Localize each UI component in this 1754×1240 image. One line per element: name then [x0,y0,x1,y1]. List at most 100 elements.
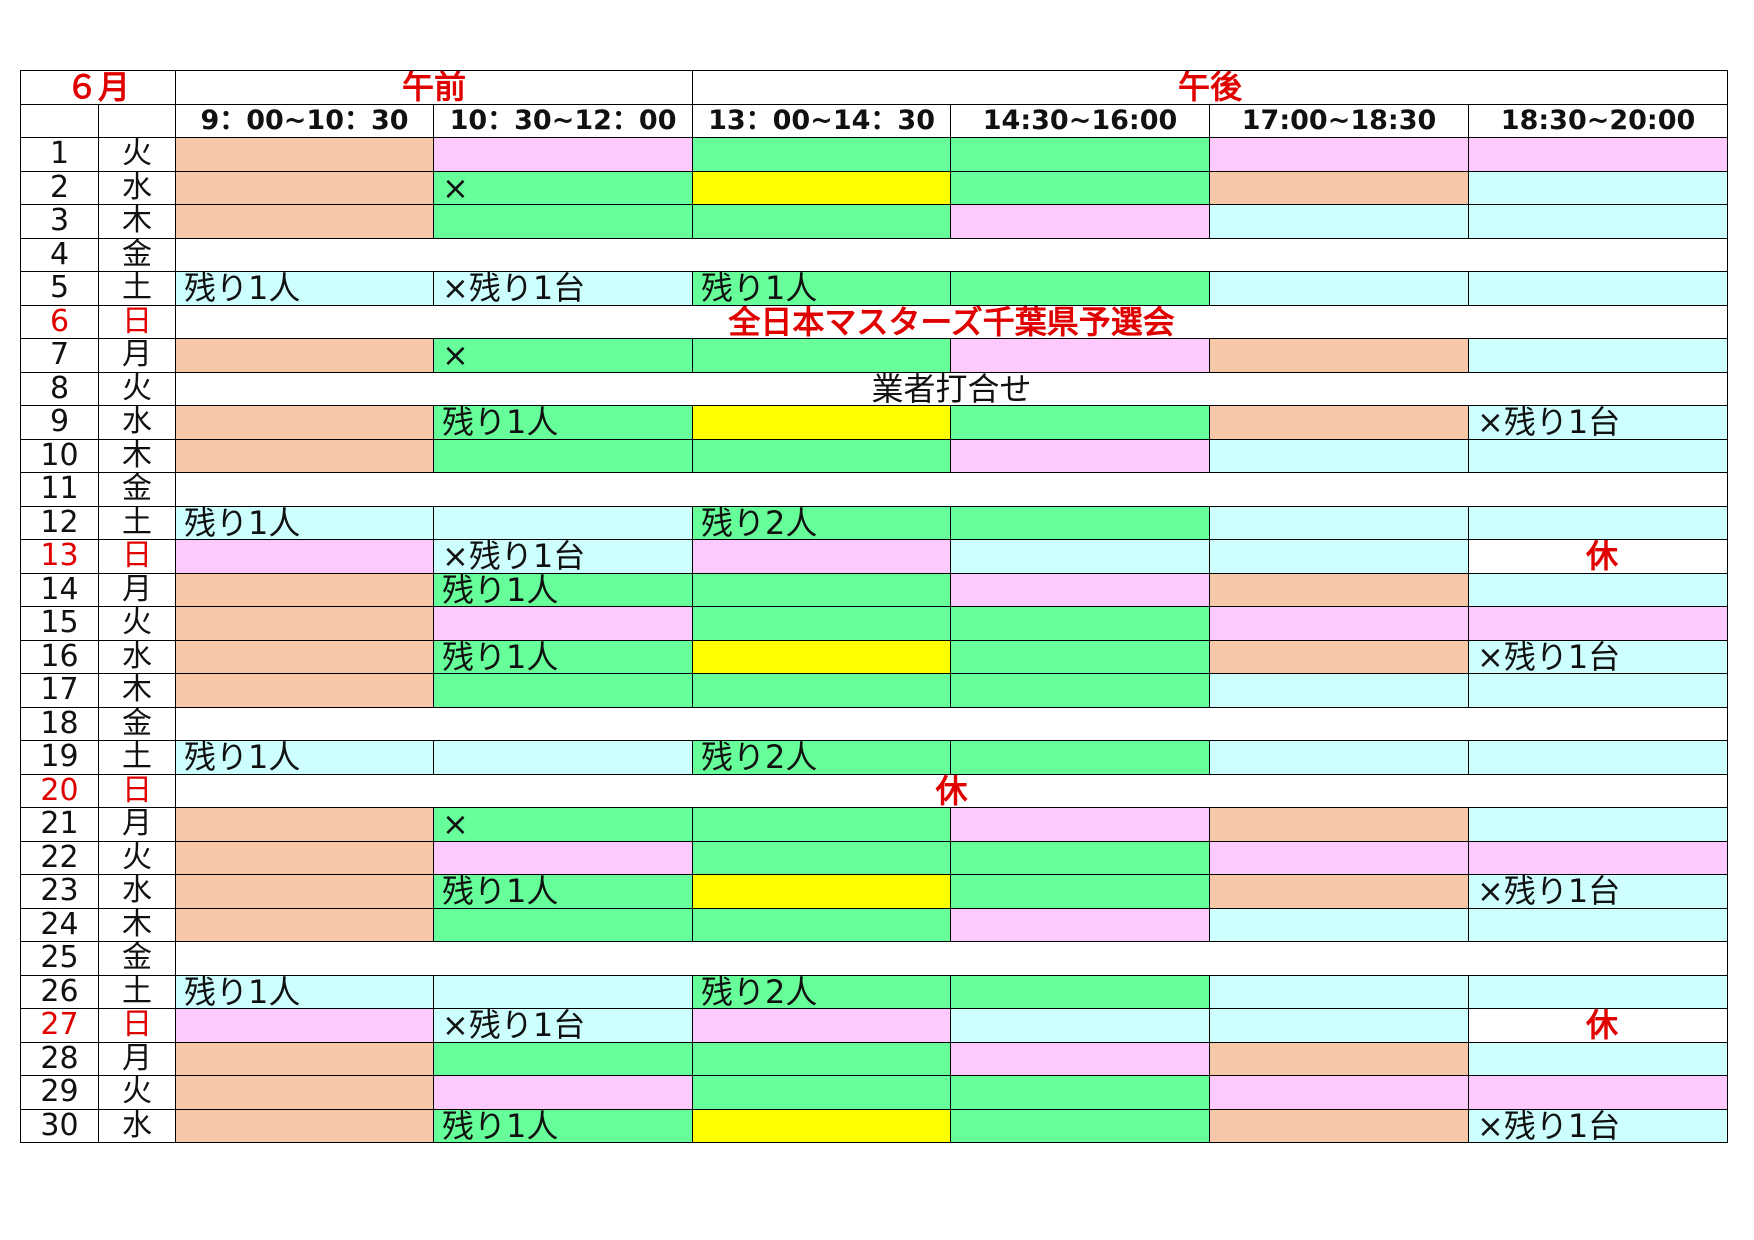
slot-cell[interactable] [1209,137,1470,172]
slot-cell[interactable]: ×残り1台 [433,271,694,306]
slot-cell[interactable] [433,438,694,473]
slot-cell[interactable]: 残り1人 [433,639,694,674]
slot-cell[interactable] [1209,438,1470,473]
slot-cell[interactable] [1209,1108,1470,1143]
slot-cell[interactable] [1468,673,1729,708]
slot-cell[interactable]: 休 [1468,539,1729,574]
slot-cell[interactable] [692,1041,952,1076]
slot-cell[interactable]: 残り1人 [175,271,435,306]
slot-cell[interactable] [175,907,435,942]
slot-cell[interactable] [175,807,435,842]
slot-cell[interactable] [950,974,1211,1009]
slot-cell[interactable] [1468,338,1729,373]
slot-cell[interactable] [1209,1075,1470,1110]
slot-cell[interactable] [433,974,694,1009]
slot-cell[interactable]: × [433,338,694,373]
slot-cell[interactable]: 残り2人 [692,974,952,1009]
slot-cell[interactable] [1209,505,1470,540]
slot-cell[interactable] [1468,204,1729,239]
slot-cell[interactable] [175,170,435,205]
slot-cell[interactable] [692,673,952,708]
slot-cell[interactable] [950,606,1211,641]
slot-cell[interactable] [433,137,694,172]
slot-cell[interactable] [692,840,952,875]
slot-cell[interactable] [175,639,435,674]
slot-cell[interactable] [950,840,1211,875]
slot-cell[interactable]: 残り2人 [692,740,952,775]
slot-cell[interactable] [175,572,435,607]
slot-cell[interactable] [1209,840,1470,875]
slot-cell[interactable] [433,204,694,239]
slot-cell[interactable]: 残り1人 [175,974,435,1009]
slot-cell[interactable] [950,572,1211,607]
slot-cell[interactable] [1468,137,1729,172]
slot-cell[interactable] [175,673,435,708]
slot-cell[interactable] [1468,271,1729,306]
slot-cell[interactable]: 残り1人 [433,572,694,607]
slot-cell[interactable] [433,505,694,540]
slot-cell[interactable] [1209,572,1470,607]
slot-cell[interactable] [175,840,435,875]
slot-cell[interactable] [950,338,1211,373]
slot-cell[interactable] [175,1108,435,1143]
slot-cell[interactable] [692,1075,952,1110]
slot-cell[interactable] [1468,974,1729,1009]
slot-cell[interactable]: ×残り1台 [1468,639,1729,674]
slot-cell[interactable] [1468,170,1729,205]
slot-cell[interactable] [692,170,952,205]
slot-cell[interactable]: 休 [1468,1008,1729,1043]
slot-cell[interactable]: ×残り1台 [433,1008,694,1043]
slot-cell[interactable] [692,137,952,172]
slot-cell[interactable]: 残り2人 [692,505,952,540]
slot-cell[interactable] [1209,204,1470,239]
slot-cell[interactable] [692,874,952,909]
slot-cell[interactable] [950,740,1211,775]
slot-cell[interactable] [950,673,1211,708]
slot-cell[interactable] [175,1041,435,1076]
slot-cell[interactable] [1209,639,1470,674]
slot-cell[interactable] [950,505,1211,540]
slot-cell[interactable] [950,405,1211,440]
slot-cell[interactable] [950,639,1211,674]
slot-cell[interactable] [1468,740,1729,775]
slot-cell[interactable] [1209,1008,1470,1043]
slot-cell[interactable] [692,639,952,674]
slot-cell[interactable] [692,1008,952,1043]
slot-cell[interactable] [692,204,952,239]
slot-cell[interactable] [175,438,435,473]
slot-cell[interactable] [433,1041,694,1076]
slot-cell[interactable] [692,907,952,942]
slot-cell[interactable] [175,204,435,239]
slot-cell[interactable] [175,1008,435,1043]
slot-cell[interactable]: 残り1人 [433,1108,694,1143]
slot-cell[interactable] [950,1041,1211,1076]
slot-cell[interactable]: 残り1人 [433,405,694,440]
slot-cell[interactable] [1209,740,1470,775]
slot-cell[interactable] [433,907,694,942]
slot-cell[interactable] [433,673,694,708]
slot-cell[interactable] [692,572,952,607]
slot-cell[interactable]: 残り1人 [692,271,952,306]
slot-cell[interactable] [1468,438,1729,473]
slot-cell[interactable] [1209,606,1470,641]
slot-cell[interactable]: 残り1人 [175,740,435,775]
slot-cell[interactable] [1209,170,1470,205]
slot-cell[interactable]: ×残り1台 [1468,1108,1729,1143]
slot-cell[interactable]: ×残り1台 [433,539,694,574]
slot-cell[interactable]: ×残り1台 [1468,874,1729,909]
slot-cell[interactable] [1468,606,1729,641]
slot-cell[interactable] [175,874,435,909]
slot-cell[interactable] [692,438,952,473]
slot-cell[interactable] [175,338,435,373]
slot-cell[interactable] [175,606,435,641]
slot-cell[interactable] [175,405,435,440]
slot-cell[interactable] [950,170,1211,205]
slot-cell[interactable] [1209,874,1470,909]
slot-cell[interactable] [1209,338,1470,373]
slot-cell[interactable] [1209,405,1470,440]
slot-cell[interactable]: × [433,170,694,205]
slot-cell[interactable] [692,539,952,574]
slot-cell[interactable] [1468,572,1729,607]
slot-cell[interactable] [950,874,1211,909]
slot-cell[interactable] [175,539,435,574]
